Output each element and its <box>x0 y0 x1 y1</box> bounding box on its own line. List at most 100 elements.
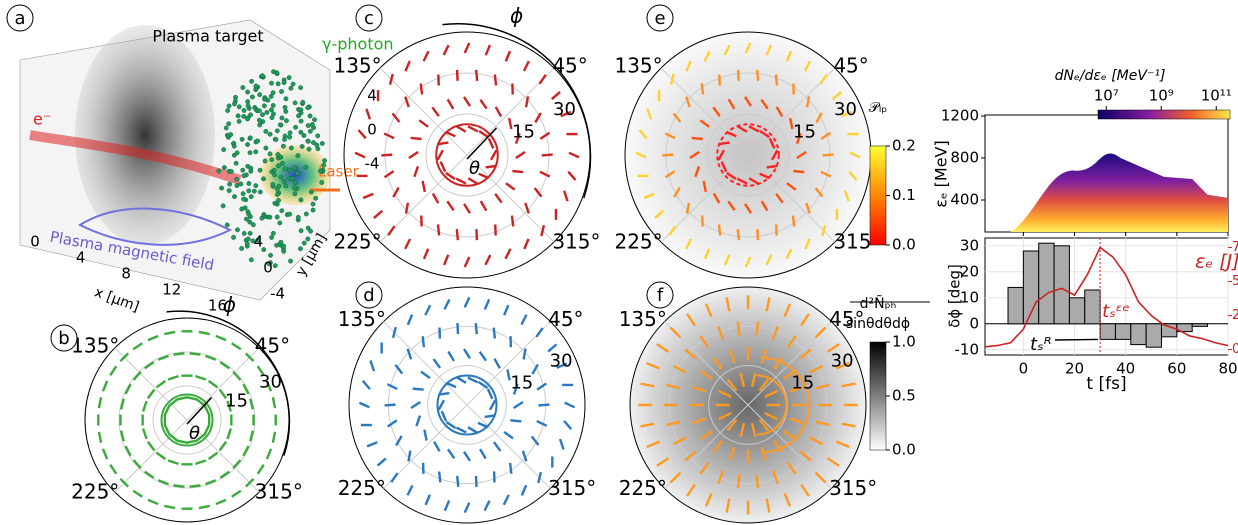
photon-dot <box>224 222 230 228</box>
photon-dot <box>321 162 327 168</box>
polarization-dash <box>726 418 738 432</box>
polarization-dash <box>815 420 830 427</box>
polarization-dash <box>510 215 515 227</box>
panel-letter: f <box>657 285 664 306</box>
x-tick-label: 0 <box>1019 360 1029 378</box>
photon-dot <box>233 160 239 166</box>
polarization-dash <box>412 387 424 391</box>
photon-dot <box>247 219 253 225</box>
y-tick-label: 0 <box>969 314 979 332</box>
photon-dot <box>288 85 294 91</box>
panel-letter-circle <box>6 4 34 32</box>
polarization-dash <box>173 484 185 488</box>
plasma-target <box>75 25 215 245</box>
polarization-dash <box>141 428 148 440</box>
polarization-dash <box>218 440 228 452</box>
polarization-dash <box>421 336 426 348</box>
photon-dot <box>271 167 277 173</box>
polarization-dash <box>783 492 792 507</box>
polarization-dash <box>446 98 455 110</box>
y-tick-label: 400 <box>950 190 979 208</box>
photon-dot <box>251 188 257 194</box>
z-tick-label: 0 <box>367 121 377 139</box>
polarization-dash <box>109 365 118 376</box>
polarization-dash <box>483 500 491 512</box>
polarization-dash <box>524 96 530 108</box>
polarization-dash <box>203 424 211 436</box>
photon-dot <box>273 137 279 142</box>
polar-grid <box>427 365 507 445</box>
polarization-dash <box>764 412 778 421</box>
colorbar-tick-label: 10¹¹ <box>1201 87 1232 105</box>
polarization-dash <box>147 498 159 506</box>
polarization-dash <box>791 215 796 227</box>
photon-dot <box>271 69 276 75</box>
polarization-dash <box>424 494 431 506</box>
polarization-dash <box>654 209 665 219</box>
polarization-dash <box>725 297 731 312</box>
panel-d: 135° 45° 225° 315° 15 30 <box>338 286 596 524</box>
polarization-dash <box>119 398 125 410</box>
photon-dot <box>287 130 293 136</box>
x-axis-label: x [μm] <box>92 284 141 315</box>
bar <box>1191 323 1209 327</box>
polarization-dash <box>774 74 779 86</box>
polarization-dash <box>520 314 528 326</box>
angle-label: 315° <box>552 229 600 253</box>
photon-dot <box>305 123 311 128</box>
polarization-dash <box>256 365 265 376</box>
polarization-dash <box>766 164 778 169</box>
photon-dot <box>303 211 309 217</box>
polarization-dash <box>376 457 387 467</box>
polarization-dash <box>455 177 467 185</box>
polarization-dash <box>445 421 457 430</box>
angle-label: 315° <box>255 479 303 503</box>
polarization-dash <box>163 404 171 416</box>
photon-dot <box>257 189 263 195</box>
polarization-dash <box>539 131 551 140</box>
inner-arc <box>756 374 788 436</box>
polarization-dash <box>814 326 827 339</box>
polarization-dash <box>789 385 804 393</box>
polarization-dash <box>168 398 179 408</box>
polar-grid <box>118 351 256 489</box>
angle-label: 135° <box>338 307 386 331</box>
photon-dot <box>241 113 247 119</box>
photon-dot <box>275 81 281 87</box>
polarization-dash <box>488 399 497 411</box>
photon-dot <box>261 103 267 109</box>
photon-dot <box>259 73 265 79</box>
x-tick-label: 80 <box>1218 360 1237 378</box>
photon-dot <box>280 160 285 166</box>
panel-letter-circle <box>646 4 674 32</box>
polarization-dash <box>560 110 572 118</box>
photon-dot <box>256 117 262 123</box>
polarization-dash <box>242 445 250 457</box>
photon-dot <box>289 176 295 182</box>
photon-dot <box>228 132 234 137</box>
polarization-dash <box>442 254 450 266</box>
photon-dot <box>240 85 246 90</box>
polarization-dash <box>692 417 707 425</box>
photon-dot <box>247 214 253 220</box>
polarization-dash <box>232 459 242 470</box>
bar <box>1145 323 1162 348</box>
photon-dot <box>287 211 293 217</box>
polarization-dash <box>686 313 696 327</box>
panel-letter-circle <box>355 281 383 309</box>
polarization-dash <box>799 348 812 360</box>
polarization-dash <box>699 119 710 128</box>
polarization-dash <box>423 429 428 441</box>
photon-dot <box>245 99 251 104</box>
photon-dot <box>260 112 265 118</box>
photon-dot <box>281 143 286 149</box>
polarization-dash <box>646 361 661 370</box>
polarization-dash <box>431 192 440 204</box>
polarization-dash <box>456 323 460 335</box>
photon-dot <box>305 138 311 144</box>
y2-tick-label: 75 <box>1232 240 1238 255</box>
photon-dot <box>241 108 247 113</box>
polarization-dash <box>535 327 544 338</box>
y-axis-label: δϕ [deg] <box>946 264 964 328</box>
polarization-dash <box>205 354 217 361</box>
